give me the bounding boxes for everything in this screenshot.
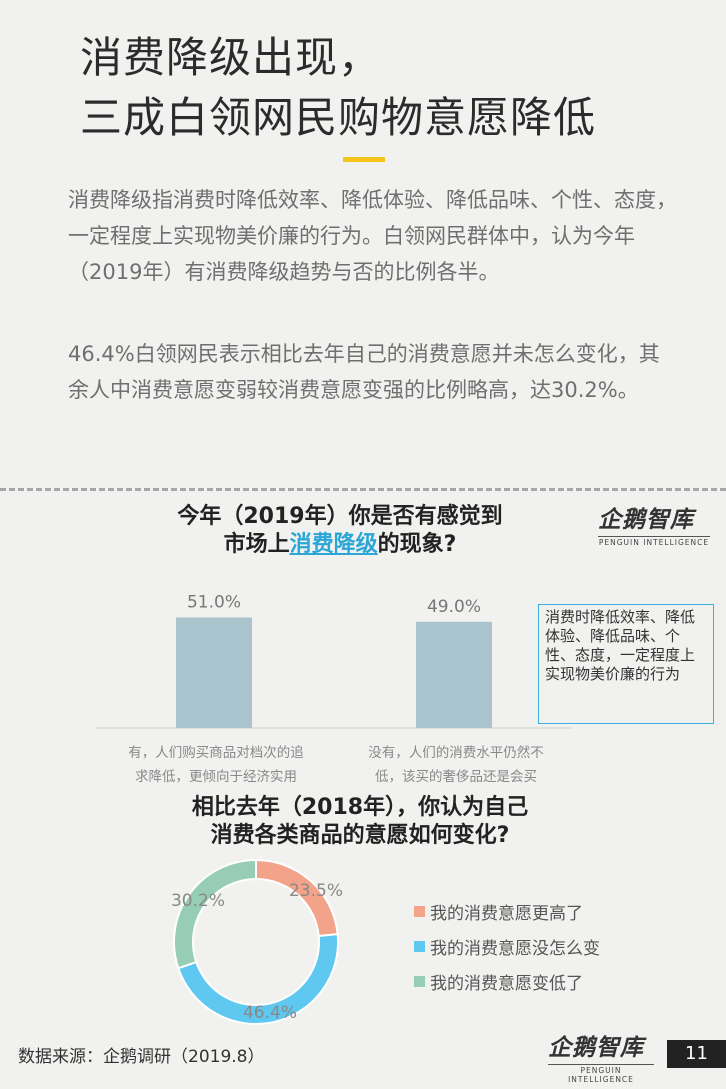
chart1-question-post: 的现象?: [377, 532, 457, 557]
donut-value-label-1: 46.4%: [243, 1003, 297, 1023]
section-divider: [0, 488, 726, 491]
legend-item-2: 我的消费意愿变低了: [414, 964, 600, 999]
donut-legend: 我的消费意愿更高了 我的消费意愿没怎么变 我的消费意愿变低了: [414, 894, 600, 999]
donut-chart: 23.5% 46.4% 30.2%: [171, 858, 343, 1025]
bar-value-label-1: 49.0%: [427, 597, 481, 617]
legend-label-0: 我的消费意愿更高了: [430, 904, 583, 924]
bar-category-label-1-line-1: 低，该买的奢侈品还是会买: [375, 769, 537, 785]
bar-1: [416, 621, 492, 728]
page-number: 11: [667, 1040, 726, 1068]
intro-paragraph: 消费降级指消费时降低效率、降低体验、降低品味、个性、态度，一定程度上实现物美价廉…: [68, 188, 677, 284]
chart1-question-mid: 市场上: [223, 532, 290, 557]
summary-paragraph: 46.4%白领网民表示相比去年自己的消费意愿并未怎么变化，其余人中消费意愿变弱较…: [68, 342, 660, 402]
title-underline: [343, 157, 385, 162]
chart1-question: 今年（2019年）你是否有感觉到 市场上消费降级的现象?: [100, 503, 580, 559]
page-title: 消费降级出现， 三成白领网民购物意愿降低: [80, 28, 596, 148]
donut-value-label-2: 30.2%: [171, 891, 225, 911]
bar-0: [176, 617, 252, 728]
definition-note: 消费时降低效率、降低体验、降低品味、个性、态度，一定程度上实现物美价廉的行为: [538, 604, 714, 724]
bar-category-label-0-line-0: 有，人们购买商品对档次的追: [128, 745, 304, 761]
legend-item-1: 我的消费意愿没怎么变: [414, 929, 600, 964]
legend-swatch-1: [414, 941, 425, 952]
chart2-question-line1: 相比去年（2018年），你认为自己: [191, 795, 529, 820]
logo-subtext-bottom: PENGUIN INTELLIGENCE: [548, 1064, 654, 1084]
legend-label-2: 我的消费意愿变低了: [430, 974, 583, 994]
donut-value-label-0: 23.5%: [289, 881, 343, 901]
penguin-logo-bottom: 企鹅智库 PENGUIN INTELLIGENCE: [548, 1028, 654, 1084]
logo-text-bottom: 企鹅智库: [548, 1035, 644, 1061]
bar-chart: 51.0% 49.0%: [95, 593, 572, 729]
chart1-question-line1: 今年（2019年）你是否有感觉到: [177, 504, 503, 529]
chart2-question-line2: 消费各类商品的意愿如何变化?: [210, 823, 510, 848]
legend-item-0: 我的消费意愿更高了: [414, 894, 600, 929]
data-source: 数据来源：企鹅调研（2019.8）: [18, 1047, 265, 1067]
penguin-logo-top: 企鹅智库 PENGUIN INTELLIGENCE: [598, 500, 710, 547]
legend-swatch-2: [414, 976, 425, 987]
title-line-1: 消费降级出现，: [80, 33, 382, 82]
logo-subtext: PENGUIN INTELLIGENCE: [598, 536, 710, 547]
bar-category-label-0-line-1: 求降低，更倾向于经济实用: [135, 769, 297, 785]
chart1-question-line2: 市场上消费降级的现象?: [100, 531, 580, 559]
chart1-question-highlight: 消费降级: [289, 532, 378, 557]
logo-text: 企鹅智库: [598, 507, 694, 533]
bar-value-label-0: 51.0%: [187, 593, 241, 613]
bar-category-label-1: 没有，人们的消费水平仍然不 低，该买的奢侈品还是会买: [337, 741, 575, 789]
legend-label-1: 我的消费意愿没怎么变: [430, 939, 600, 959]
donut-slice-2: [173, 858, 257, 970]
title-line-2: 三成白领网民购物意愿降低: [80, 93, 597, 142]
legend-swatch-0: [414, 906, 425, 917]
chart2-question: 相比去年（2018年），你认为自己 消费各类商品的意愿如何变化?: [150, 794, 570, 850]
bar-category-label-0: 有，人们购买商品对档次的追 求降低，更倾向于经济实用: [97, 741, 335, 789]
bar-category-label-1-line-0: 没有，人们的消费水平仍然不: [368, 745, 544, 761]
